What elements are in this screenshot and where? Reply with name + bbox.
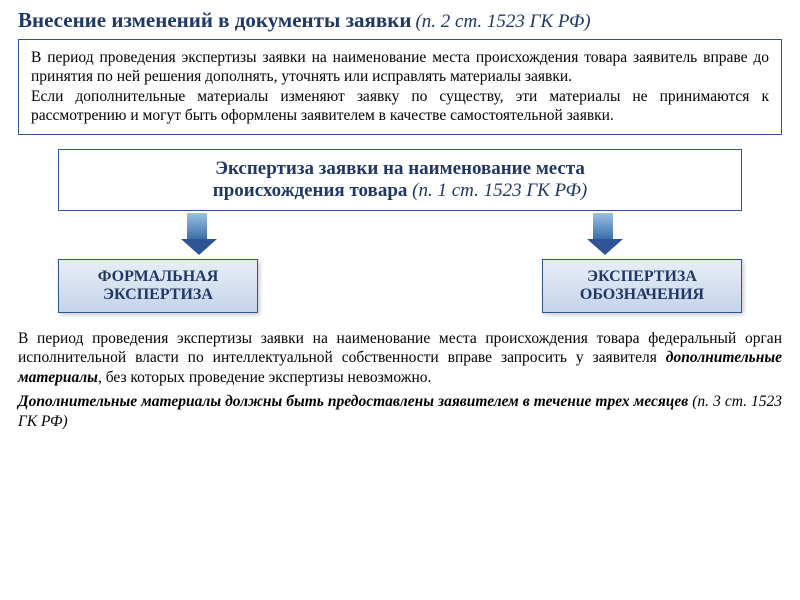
- page-title: Внесение изменений в документы заявки (п…: [18, 8, 782, 33]
- designation-expertise-l1: ЭКСПЕРТИЗА: [557, 268, 727, 286]
- arrows-row: [18, 213, 782, 259]
- expertise-heading-box: Экспертиза заявки на наименование места …: [58, 149, 742, 211]
- title-citation: (п. 2 ст. 1523 ГК РФ): [415, 11, 590, 32]
- intro-paragraph-1: В период проведения экспертизы заявки на…: [31, 48, 769, 87]
- expertise-types-row: ФОРМАЛЬНАЯ ЭКСПЕРТИЗА ЭКСПЕРТИЗА ОБОЗНАЧ…: [58, 259, 742, 313]
- designation-expertise-l2: ОБОЗНАЧЕНИЯ: [557, 286, 727, 304]
- expertise-heading-line1: Экспертиза заявки на наименование места: [71, 158, 729, 180]
- expertise-heading-line2: происхождения товара (п. 1 ст. 1523 ГК Р…: [71, 180, 729, 202]
- formal-expertise-l1: ФОРМАЛЬНАЯ: [73, 268, 243, 286]
- expertise-heading-line2-citation: (п. 1 ст. 1523 ГК РФ): [412, 180, 587, 201]
- arrow-right-icon: [587, 213, 619, 255]
- title-main: Внесение изменений в документы заявки: [18, 8, 411, 32]
- designation-expertise-box: ЭКСПЕРТИЗА ОБОЗНАЧЕНИЯ: [542, 259, 742, 313]
- formal-expertise-l2: ЭКСПЕРТИЗА: [73, 286, 243, 304]
- arrow-left-icon: [181, 213, 213, 255]
- intro-paragraph-2: Если дополнительные материалы изменяют з…: [31, 87, 769, 126]
- formal-expertise-box: ФОРМАЛЬНАЯ ЭКСПЕРТИЗА: [58, 259, 258, 313]
- body-paragraph-1: В период проведения экспертизы заявки на…: [18, 329, 782, 388]
- expertise-heading-line2-bold: происхождения товара: [213, 180, 408, 201]
- body-p2-main: Дополнительные материалы должны быть пре…: [18, 393, 692, 410]
- body-paragraph-2: Дополнительные материалы должны быть пре…: [18, 392, 782, 432]
- body-p1-text2: , без которых проведение экспертизы нево…: [98, 369, 431, 386]
- intro-box: В период проведения экспертизы заявки на…: [18, 39, 782, 135]
